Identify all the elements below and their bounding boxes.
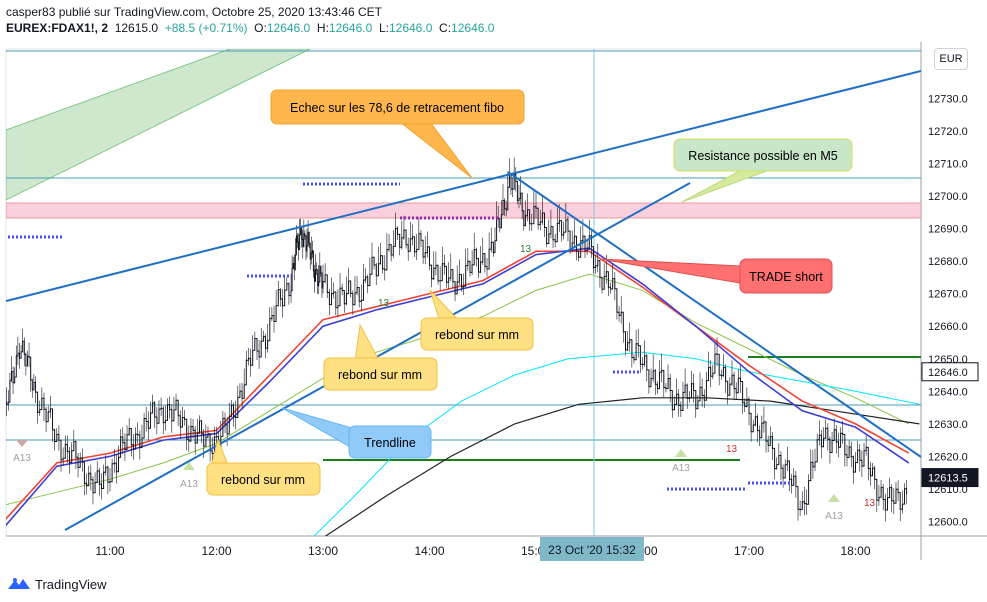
price-tag-label: 12613.5 bbox=[928, 473, 968, 485]
x-tick-label: 13:00 bbox=[308, 544, 338, 558]
y-tick-label: 12640.0 bbox=[928, 386, 968, 398]
marker-label: A13 bbox=[180, 479, 198, 490]
moving-average-red bbox=[6, 250, 910, 520]
marker-label: 13 bbox=[378, 298, 390, 309]
callout-pointer bbox=[354, 323, 381, 363]
price-tag-label: 12646.0 bbox=[928, 367, 968, 379]
y-tick-label: 12730.0 bbox=[928, 93, 968, 105]
y-tick-label: 12670.0 bbox=[928, 289, 968, 301]
footer-brand[interactable]: TradingView bbox=[8, 574, 107, 594]
callout-pointer bbox=[429, 289, 462, 323]
down-trendline[interactable] bbox=[507, 171, 921, 458]
annotation-fibo[interactable]: Echec sur les 78,6 de retracement fibo bbox=[270, 89, 525, 125]
close-value: 12646.0 bbox=[451, 21, 495, 35]
x-tick-label: 17:00 bbox=[734, 544, 764, 558]
y-tick-label: 12700.0 bbox=[928, 191, 968, 203]
x-tick-label: 11:00 bbox=[95, 544, 124, 558]
moving-average-blue bbox=[6, 247, 910, 527]
annotation-trendline[interactable]: Trendline bbox=[348, 425, 432, 459]
y-tick-label: 12630.0 bbox=[928, 419, 968, 431]
price-line bbox=[6, 173, 908, 511]
brand-name: TradingView bbox=[35, 576, 107, 592]
open-label: O: bbox=[254, 21, 267, 35]
x-tick-label: 14:00 bbox=[414, 544, 444, 558]
annotation-rebond-3[interactable]: rebond sur mm bbox=[206, 462, 321, 496]
annotation-resistance[interactable]: Resistance possible en M5 bbox=[673, 138, 853, 172]
callout-pointer bbox=[599, 258, 741, 284]
annotation-rebond-2[interactable]: rebond sur mm bbox=[323, 357, 438, 391]
publish-info: casper83 publié sur TradingView.com, Oct… bbox=[6, 5, 383, 19]
price-axis[interactable]: 12600.012610.012620.012630.012640.012650… bbox=[928, 93, 968, 528]
callout-pointer bbox=[281, 407, 353, 449]
annotation-text: Echec sur les 78,6 de retracement fibo bbox=[290, 101, 504, 115]
y-tick-label: 12710.0 bbox=[928, 158, 968, 170]
close-label: C: bbox=[439, 21, 452, 35]
y-tick-label: 12690.0 bbox=[928, 224, 968, 236]
symbol[interactable]: EUREX:FDAX1!, 2 bbox=[6, 21, 109, 35]
marker-triangle bbox=[16, 440, 28, 447]
annotation-trade-short[interactable]: TRADE short bbox=[739, 258, 833, 294]
marker-label: 13 bbox=[520, 244, 532, 255]
y-tick-label: 12660.0 bbox=[928, 321, 968, 333]
pattern-markers: A13 A13 A13 A13 13 13 13 13 bbox=[13, 244, 875, 522]
marker-triangle bbox=[183, 462, 195, 470]
currency-button[interactable]: EUR bbox=[934, 48, 968, 70]
high-value: 12646.0 bbox=[328, 21, 373, 35]
marker-triangle bbox=[675, 449, 687, 457]
tradingview-logo-icon bbox=[8, 578, 30, 589]
marker-label: A13 bbox=[672, 463, 690, 474]
low-label: L: bbox=[378, 21, 389, 35]
price-tag bbox=[921, 468, 979, 488]
y-tick-label: 12720.0 bbox=[928, 126, 968, 138]
low-value: 12646.0 bbox=[388, 21, 433, 35]
callout-pointer bbox=[398, 121, 473, 179]
annotation-text: rebond sur mm bbox=[338, 368, 422, 382]
x-tick-label: 18:00 bbox=[840, 544, 870, 558]
marker-label: A13 bbox=[13, 453, 31, 464]
annotation-text: TRADE short bbox=[749, 270, 823, 284]
marker-label: 13 bbox=[864, 498, 876, 509]
y-tick-label: 12600.0 bbox=[928, 517, 968, 529]
upper-trendline[interactable] bbox=[6, 70, 921, 302]
x-tick-label: 12:00 bbox=[201, 544, 231, 558]
marker-label: A13 bbox=[825, 511, 843, 522]
y-tick-label: 12620.0 bbox=[928, 451, 968, 463]
annotation-text: rebond sur mm bbox=[435, 328, 519, 342]
last-price: 12615.0 bbox=[114, 21, 159, 35]
y-tick-label: 12680.0 bbox=[928, 256, 968, 268]
price-tag bbox=[921, 362, 979, 382]
annotation-text: Trendline bbox=[364, 436, 416, 450]
callout-pointer bbox=[681, 167, 776, 203]
marker-label: 13 bbox=[726, 444, 738, 455]
annotation-rebond-1[interactable]: rebond sur mm bbox=[420, 317, 534, 351]
crosshair-time-label: 23 Oct '20 15:32 bbox=[540, 537, 644, 561]
annotation-text: rebond sur mm bbox=[221, 473, 305, 487]
moving-average-black bbox=[324, 397, 920, 536]
open-value: 12646.0 bbox=[266, 21, 311, 35]
high-label: H: bbox=[316, 21, 329, 35]
annotation-text: Resistance possible en M5 bbox=[688, 149, 837, 163]
price-change: +88.5 (+0.71%) bbox=[164, 21, 248, 35]
marker-triangle bbox=[828, 494, 840, 502]
symbol-line: EUREX:FDAX1!, 2 12615.0 +88.5 (+0.71%) O… bbox=[6, 20, 494, 36]
resistance-zone[interactable] bbox=[6, 202, 921, 219]
svg-text:23 Oct '20 15:32: 23 Oct '20 15:32 bbox=[548, 543, 636, 557]
chart-header: casper83 publié sur TradingView.com, Oct… bbox=[6, 4, 494, 36]
green-channel-shape[interactable] bbox=[6, 49, 311, 201]
